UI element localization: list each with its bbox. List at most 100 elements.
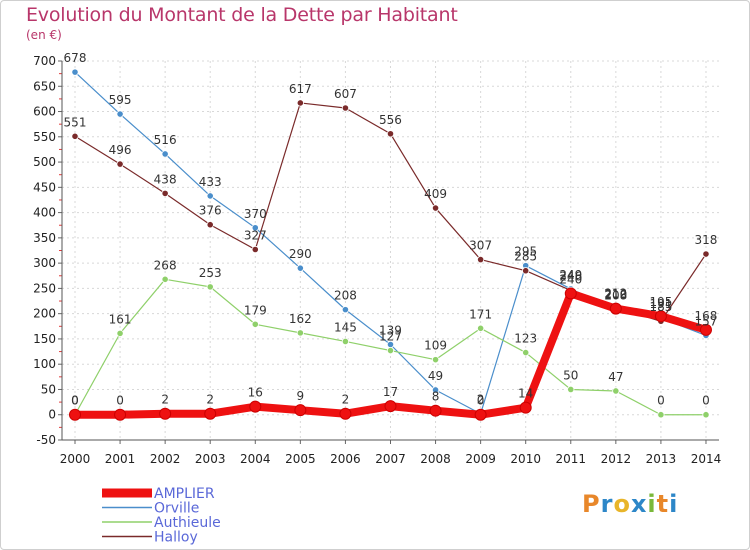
data-point-halloy — [251, 245, 259, 254]
x-tick-label: 2013 — [646, 452, 677, 466]
data-label-amplier: 8 — [432, 390, 440, 404]
data-label-orville: 2 — [477, 393, 485, 407]
x-tick-label: 2012 — [601, 452, 632, 466]
data-point-amplier — [429, 404, 442, 417]
data-point-halloy — [477, 255, 485, 264]
data-label-halloy: 551 — [64, 115, 87, 129]
data-point-orville — [341, 306, 350, 314]
x-tick-label: 2004 — [240, 452, 271, 466]
data-label-authieule: 253 — [199, 266, 222, 280]
data-label-orville: 516 — [154, 133, 177, 147]
y-tick-label: 0 — [48, 408, 56, 422]
x-tick-label: 2009 — [465, 452, 496, 466]
data-point-amplier — [474, 408, 487, 421]
data-label-amplier: 2 — [206, 393, 214, 407]
data-label-orville: 157 — [695, 314, 718, 328]
chart-title: Evolution du Montant de la Dette par Hab… — [26, 4, 458, 26]
data-point-halloy — [71, 132, 79, 140]
y-tick-label: 450 — [33, 180, 56, 194]
data-point-amplier — [159, 407, 172, 420]
data-label-orville: 208 — [334, 289, 357, 303]
data-label-amplier: 16 — [248, 386, 263, 400]
data-label-halloy: 246 — [559, 269, 582, 283]
data-point-authieule — [116, 329, 124, 337]
data-label-authieule: 161 — [109, 312, 132, 326]
data-label-amplier: 9 — [297, 389, 305, 403]
data-point-amplier — [699, 323, 712, 336]
data-label-amplier: 195 — [649, 295, 672, 309]
data-label-authieule: 123 — [514, 332, 537, 346]
data-point-authieule — [477, 324, 485, 332]
data-point-orville — [251, 224, 259, 232]
data-point-halloy — [116, 160, 124, 168]
data-label-amplier: 210 — [604, 288, 627, 302]
data-point-orville — [116, 110, 124, 118]
legend-label-amplier: AMPLIER — [154, 486, 215, 502]
logo-letter: i — [647, 490, 657, 518]
data-point-amplier — [204, 407, 217, 420]
data-label-orville: 249 — [559, 268, 582, 282]
data-label-amplier: 168 — [695, 309, 718, 323]
legend-label-halloy: Halloy — [154, 530, 198, 546]
data-label-authieule: 109 — [424, 339, 447, 353]
chart-subtitle: (en €) — [26, 28, 62, 42]
y-tick-label: 50 — [41, 382, 56, 396]
data-label-amplier: 2 — [161, 393, 169, 407]
data-label-orville: 208 — [604, 289, 627, 303]
data-label-orville: 191 — [649, 297, 672, 311]
data-label-authieule: 162 — [289, 312, 312, 326]
data-label-halloy: 376 — [199, 204, 222, 218]
data-label-halloy: 212 — [604, 287, 627, 301]
data-point-authieule — [161, 275, 169, 283]
data-label-halloy: 318 — [695, 233, 718, 247]
data-point-authieule — [567, 385, 575, 394]
data-label-halloy: 607 — [334, 87, 357, 101]
data-label-orville: 678 — [64, 51, 87, 65]
data-label-halloy: 496 — [109, 143, 132, 157]
x-tick-label: 2006 — [330, 452, 361, 466]
y-tick-label: 350 — [33, 231, 56, 245]
data-label-halloy: 409 — [424, 187, 447, 201]
x-tick-label: 2001 — [105, 452, 136, 466]
y-tick-label: 650 — [33, 79, 56, 93]
y-tick-label: 200 — [33, 307, 56, 321]
data-point-halloy — [522, 267, 530, 275]
data-label-authieule: 127 — [379, 330, 402, 344]
data-point-authieule — [431, 356, 440, 364]
data-label-orville: 370 — [244, 207, 267, 221]
data-point-authieule — [206, 283, 214, 291]
data-label-authieule: 50 — [563, 368, 578, 382]
data-point-authieule — [341, 337, 350, 346]
data-label-amplier: 0 — [477, 394, 485, 408]
data-point-authieule — [296, 329, 304, 337]
y-tick-label: 100 — [33, 357, 56, 371]
data-point-halloy — [431, 204, 440, 212]
data-label-amplier: 240 — [559, 272, 582, 286]
data-point-amplier — [249, 400, 262, 413]
data-point-authieule — [657, 411, 665, 419]
data-point-orville — [206, 192, 214, 200]
data-point-authieule — [612, 387, 620, 395]
data-point-halloy — [161, 189, 169, 197]
y-tick-label: 250 — [33, 281, 56, 295]
data-point-authieule — [702, 411, 710, 419]
x-tick-label: 2014 — [691, 452, 722, 466]
data-point-orville — [161, 150, 169, 158]
axes: -500501001502002503003504004505005506006… — [33, 54, 721, 466]
data-label-orville: 595 — [109, 93, 132, 107]
data-label-halloy: 617 — [289, 82, 312, 96]
data-label-amplier: 0 — [116, 394, 124, 408]
x-tick-label: 2010 — [510, 452, 541, 466]
legend-label-orville: Orville — [154, 501, 199, 517]
data-label-authieule: 47 — [608, 370, 623, 384]
x-tick-label: 2008 — [420, 452, 451, 466]
data-label-halloy: 285 — [514, 250, 537, 264]
y-tick-label: 400 — [33, 206, 56, 220]
data-point-authieule — [522, 348, 530, 357]
data-point-halloy — [341, 104, 350, 112]
data-point-halloy — [206, 221, 214, 229]
data-point-authieule — [386, 346, 395, 355]
proxiti-logo: Proxiti — [582, 490, 678, 518]
